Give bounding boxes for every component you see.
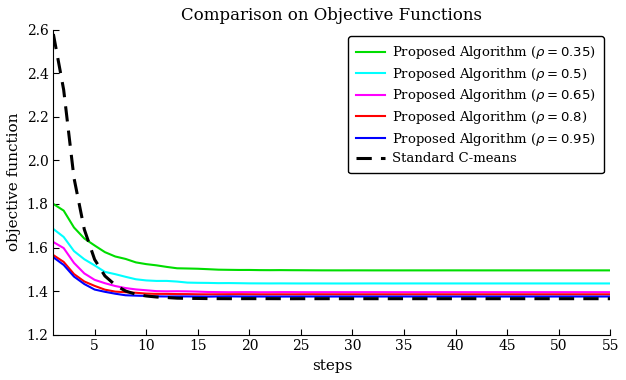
Standard C-means	[183, 296, 191, 301]
Proposed Algorithm ($\rho = 0.8$)	[266, 292, 274, 297]
Proposed Algorithm ($\rho = 0.8$)	[49, 253, 57, 257]
Standard C-means	[555, 296, 563, 301]
Proposed Algorithm ($\rho = 0.5$)	[183, 280, 191, 285]
Proposed Algorithm ($\rho = 0.5$)	[153, 279, 160, 283]
Proposed Algorithm ($\rho = 0.8$)	[596, 292, 603, 297]
Line: Standard C-means: Standard C-means	[53, 34, 610, 299]
Proposed Algorithm ($\rho = 0.5$)	[111, 272, 119, 276]
Standard C-means	[596, 296, 603, 301]
Proposed Algorithm ($\rho = 0.95$)	[153, 294, 160, 299]
Proposed Algorithm ($\rho = 0.65$)	[607, 290, 614, 294]
Proposed Algorithm ($\rho = 0.95$)	[183, 294, 191, 299]
Line: Proposed Algorithm ($\rho = 0.8$): Proposed Algorithm ($\rho = 0.8$)	[53, 255, 610, 294]
Proposed Algorithm ($\rho = 0.65$)	[49, 240, 57, 244]
Proposed Algorithm ($\rho = 0.65$)	[596, 290, 603, 294]
Proposed Algorithm ($\rho = 0.5$)	[596, 281, 603, 286]
Proposed Algorithm ($\rho = 0.5$)	[607, 281, 614, 286]
Proposed Algorithm ($\rho = 0.65$)	[555, 290, 563, 294]
Proposed Algorithm ($\rho = 0.95$)	[49, 255, 57, 260]
Title: Comparison on Objective Functions: Comparison on Objective Functions	[182, 7, 483, 24]
Proposed Algorithm ($\rho = 0.5$)	[256, 281, 264, 286]
Proposed Algorithm ($\rho = 0.35$)	[596, 268, 603, 273]
Proposed Algorithm ($\rho = 0.8$)	[555, 292, 563, 297]
Proposed Algorithm ($\rho = 0.8$)	[256, 292, 264, 297]
X-axis label: steps: steps	[312, 359, 352, 373]
Proposed Algorithm ($\rho = 0.8$)	[183, 292, 191, 296]
Proposed Algorithm ($\rho = 0.95$)	[596, 294, 603, 299]
Proposed Algorithm ($\rho = 0.65$)	[183, 289, 191, 294]
Line: Proposed Algorithm ($\rho = 0.5$): Proposed Algorithm ($\rho = 0.5$)	[53, 229, 610, 283]
Proposed Algorithm ($\rho = 0.5$)	[339, 281, 346, 286]
Proposed Algorithm ($\rho = 0.65$)	[153, 289, 160, 293]
Proposed Algorithm ($\rho = 0.8$)	[111, 289, 119, 294]
Proposed Algorithm ($\rho = 0.5$)	[555, 281, 563, 286]
Proposed Algorithm ($\rho = 0.8$)	[153, 291, 160, 296]
Proposed Algorithm ($\rho = 0.95$)	[204, 294, 212, 299]
Proposed Algorithm ($\rho = 0.8$)	[607, 292, 614, 297]
Proposed Algorithm ($\rho = 0.95$)	[607, 294, 614, 299]
Proposed Algorithm ($\rho = 0.35$)	[49, 202, 57, 206]
Proposed Algorithm ($\rho = 0.35$)	[183, 266, 191, 271]
Standard C-means	[607, 296, 614, 301]
Line: Proposed Algorithm ($\rho = 0.65$): Proposed Algorithm ($\rho = 0.65$)	[53, 242, 610, 292]
Proposed Algorithm ($\rho = 0.35$)	[555, 268, 563, 273]
Proposed Algorithm ($\rho = 0.95$)	[266, 294, 274, 299]
Proposed Algorithm ($\rho = 0.35$)	[390, 268, 398, 273]
Y-axis label: objective function: objective function	[7, 113, 21, 252]
Legend: Proposed Algorithm ($\rho = 0.35$), Proposed Algorithm ($\rho = 0.5$), Proposed : Proposed Algorithm ($\rho = 0.35$), Prop…	[348, 36, 603, 173]
Proposed Algorithm ($\rho = 0.35$)	[111, 254, 119, 259]
Proposed Algorithm ($\rho = 0.95$)	[111, 291, 119, 296]
Standard C-means	[111, 283, 119, 287]
Proposed Algorithm ($\rho = 0.35$)	[607, 268, 614, 273]
Standard C-means	[287, 296, 294, 301]
Line: Proposed Algorithm ($\rho = 0.35$): Proposed Algorithm ($\rho = 0.35$)	[53, 204, 610, 271]
Standard C-means	[153, 295, 160, 299]
Line: Proposed Algorithm ($\rho = 0.95$): Proposed Algorithm ($\rho = 0.95$)	[53, 257, 610, 297]
Proposed Algorithm ($\rho = 0.35$)	[256, 268, 264, 272]
Proposed Algorithm ($\rho = 0.95$)	[555, 294, 563, 299]
Proposed Algorithm ($\rho = 0.65$)	[111, 284, 119, 288]
Standard C-means	[49, 32, 57, 36]
Standard C-means	[256, 296, 264, 301]
Proposed Algorithm ($\rho = 0.65$)	[256, 290, 264, 294]
Proposed Algorithm ($\rho = 0.35$)	[153, 263, 160, 268]
Proposed Algorithm ($\rho = 0.65$)	[266, 290, 274, 294]
Proposed Algorithm ($\rho = 0.5$)	[49, 227, 57, 231]
